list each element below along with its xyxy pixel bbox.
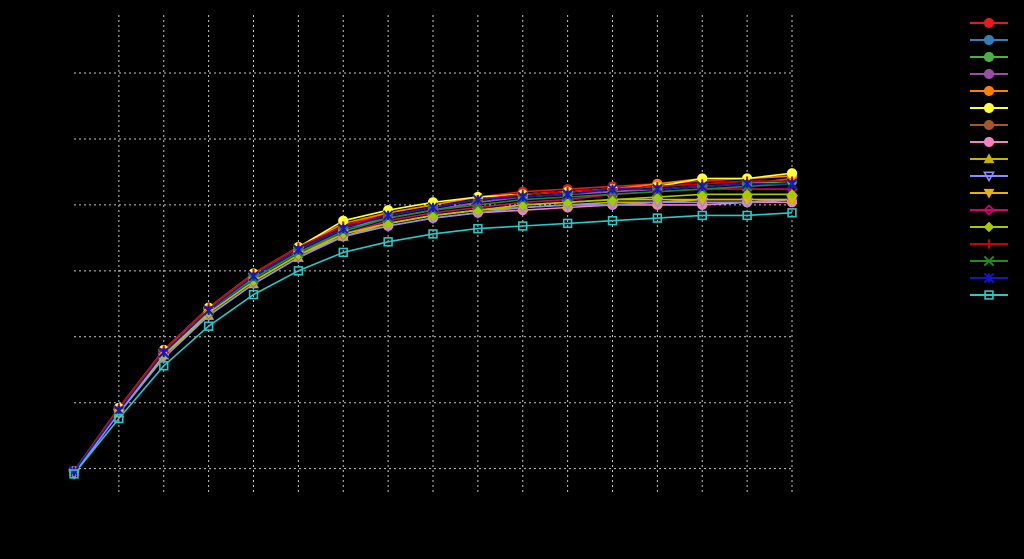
series-16-point-15: [741, 178, 753, 190]
series-16-point-0: [68, 465, 80, 477]
series-13-point-16: [786, 189, 798, 200]
series-17-point-0: [69, 469, 79, 479]
series-17-point-8: [428, 229, 438, 239]
series-markers: [68, 168, 798, 481]
series-17-point-7: [383, 237, 393, 247]
legend-swatch-marker-13: [983, 221, 995, 233]
legend-swatch-marker-5: [983, 85, 995, 97]
legend-swatch-marker-17: [984, 290, 994, 300]
series-17-point-16: [787, 208, 797, 218]
legend-swatch-marker-7: [983, 119, 995, 131]
series-17-point-9: [473, 223, 483, 234]
legend-swatch-marker-11: [983, 188, 995, 199]
series-17-point-15: [742, 210, 752, 221]
legend-swatch-marker-6: [983, 102, 995, 114]
series-16-point-10: [517, 191, 529, 203]
series-16-point-2: [158, 347, 170, 358]
legend-swatch-marker-12: [983, 204, 995, 216]
series-16-point-5: [293, 244, 304, 256]
series-17-point-11: [562, 218, 573, 229]
series-17-point-1: [114, 413, 124, 424]
legend-swatch-marker-16: [983, 272, 995, 284]
series-13-point-15: [741, 189, 753, 200]
series-16-point-3: [203, 305, 214, 316]
series-17-point-6: [338, 247, 348, 258]
series-17-point-14: [697, 210, 707, 221]
series-16-point-4: [248, 270, 259, 282]
series-16-point-8: [427, 202, 439, 213]
series-16-point-11: [562, 189, 573, 200]
legend-swatch-marker-10: [983, 171, 995, 183]
series-16-point-1: [113, 405, 125, 416]
series-16-point-9: [472, 194, 484, 205]
series-16-point-7: [382, 210, 394, 221]
legend-swatch-marker-3: [983, 51, 995, 63]
series-6-point-16: [786, 168, 798, 179]
series-17-point-5: [293, 266, 304, 276]
series-17-point-12: [607, 216, 618, 226]
series-17-point-2: [159, 361, 169, 371]
legend-swatch-marker-9: [983, 153, 995, 164]
series-17-point-3: [203, 321, 214, 331]
legend-swatch-marker-8: [983, 136, 995, 148]
series-17-point-13: [652, 213, 663, 223]
series-16-point-13: [652, 183, 663, 195]
series-16-point-12: [607, 183, 618, 195]
legend-swatch-marker-2: [983, 34, 995, 46]
series-17-point-10: [518, 221, 528, 231]
legend-swatch-marker-1: [983, 17, 995, 29]
legend-swatch-marker-15: [983, 255, 995, 267]
legend: [970, 17, 1008, 300]
series-16-point-6: [337, 223, 349, 234]
series-17-line: [73, 212, 793, 475]
legend-swatch-marker-4: [983, 68, 995, 80]
series-16-point-14: [696, 181, 708, 192]
series-16-point-16: [786, 178, 798, 190]
series-17-point-4: [248, 289, 259, 300]
legend-swatch-marker-14: [984, 239, 994, 249]
